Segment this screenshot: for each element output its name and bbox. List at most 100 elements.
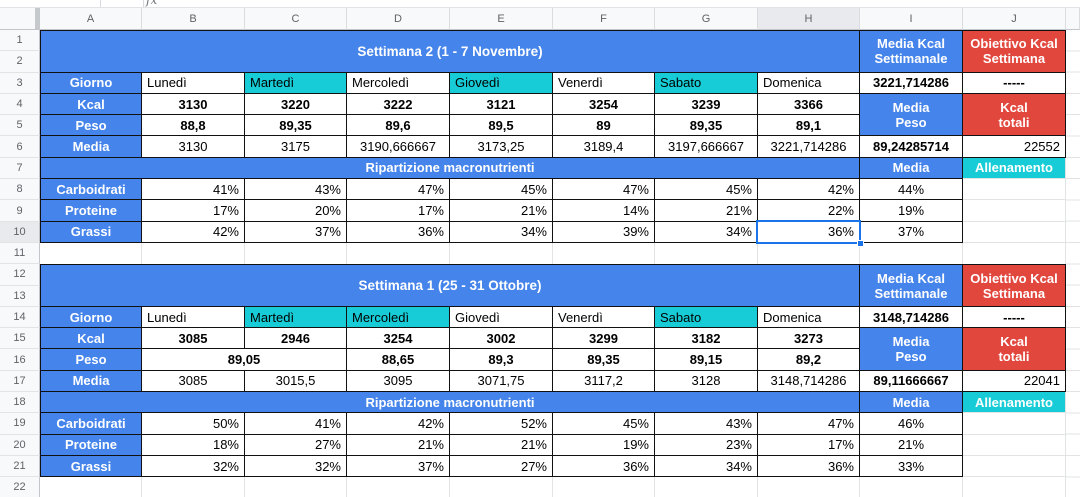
- empty-cell[interactable]: [963, 455, 1066, 478]
- day-cell[interactable]: Mercoledì: [347, 72, 450, 94]
- media-kcal-settimanale-value[interactable]: 3221,714286: [860, 72, 963, 94]
- row-header-19[interactable]: 19: [0, 413, 40, 435]
- peso-value-cell[interactable]: 88,8: [142, 115, 245, 137]
- row-header-18[interactable]: 18: [0, 392, 40, 414]
- peso-value-cell[interactable]: 89: [553, 115, 655, 137]
- peso-value-cell[interactable]: 89,5: [450, 115, 553, 137]
- macro-value-cell[interactable]: 45%: [450, 179, 553, 201]
- kcal-value-cell[interactable]: 3254: [347, 328, 450, 350]
- empty-cell[interactable]: [553, 242, 655, 265]
- macro-value-cell[interactable]: 50%: [142, 413, 245, 435]
- media-value-cell[interactable]: 3197,666667: [655, 136, 758, 158]
- macro-value-cell[interactable]: 34%: [655, 221, 758, 243]
- macro-value-cell[interactable]: 17%: [347, 200, 450, 222]
- peso-value-cell[interactable]: 88,65: [347, 349, 450, 371]
- peso-value-cell[interactable]: 89,2: [758, 349, 860, 371]
- macro-value-cell[interactable]: 34%: [450, 221, 553, 243]
- media-peso-value[interactable]: 89,24285714: [860, 136, 963, 158]
- partial-column-k[interactable]: [1066, 30, 1080, 497]
- macro-value-cell[interactable]: 23%: [655, 434, 758, 456]
- select-all-corner[interactable]: [0, 8, 40, 30]
- media-value-cell[interactable]: 3173,25: [450, 136, 553, 158]
- row-header-2[interactable]: 2: [0, 51, 40, 73]
- day-cell-training[interactable]: Martedì: [245, 72, 347, 94]
- macro-value-cell[interactable]: 19%: [553, 434, 655, 456]
- media-value-cell[interactable]: 3175: [245, 136, 347, 158]
- kcal-value-cell[interactable]: 2946: [245, 328, 347, 350]
- kcal-label-cell[interactable]: Kcal: [40, 328, 142, 350]
- kcal-value-cell[interactable]: 3299: [553, 328, 655, 350]
- macro-media-cell[interactable]: 46%: [860, 413, 963, 435]
- peso-value-cell[interactable]: 89,35: [245, 115, 347, 137]
- macro-value-cell[interactable]: 42%: [758, 179, 860, 201]
- kcal-value-cell[interactable]: 3220: [245, 93, 347, 116]
- empty-cell[interactable]: [553, 477, 655, 497]
- obiettivo-kcal-header[interactable]: Obiettivo Kcal Settimana: [963, 264, 1066, 307]
- kcal-totali-value[interactable]: 22041: [963, 370, 1066, 393]
- empty-cell[interactable]: [860, 242, 963, 265]
- row-header-17[interactable]: 17: [0, 370, 40, 393]
- column-header-h-selected[interactable]: H: [758, 8, 860, 30]
- kcal-value-cell[interactable]: 3002: [450, 328, 553, 350]
- macro-value-cell[interactable]: 21%: [347, 434, 450, 456]
- row-header-4[interactable]: 4: [0, 93, 40, 116]
- row-header-10-selected[interactable]: 10: [0, 221, 40, 243]
- media-peso-value[interactable]: 89,11666667: [860, 370, 963, 393]
- macro-value-cell[interactable]: 47%: [553, 179, 655, 201]
- row-header-20[interactable]: 20: [0, 434, 40, 456]
- macro-value-cell[interactable]: 45%: [553, 413, 655, 435]
- kcal-totali-value[interactable]: 22552: [963, 136, 1066, 158]
- macro-value-cell[interactable]: 36%: [553, 455, 655, 478]
- macro-value-cell[interactable]: 43%: [655, 413, 758, 435]
- peso-value-cell[interactable]: 89,6: [347, 115, 450, 137]
- allenamento-header[interactable]: Allenamento: [963, 157, 1066, 180]
- column-header-b[interactable]: B: [142, 8, 245, 30]
- empty-cell[interactable]: [758, 242, 860, 265]
- macro-value-cell[interactable]: 37%: [347, 455, 450, 478]
- macro-media-cell[interactable]: 19%: [860, 200, 963, 222]
- row-header-8[interactable]: 8: [0, 179, 40, 201]
- macro-value-cell[interactable]: 37%: [245, 221, 347, 243]
- day-cell[interactable]: Domenica: [758, 72, 860, 94]
- macro-value-cell[interactable]: 41%: [142, 179, 245, 201]
- column-header-d[interactable]: D: [347, 8, 450, 30]
- macro-value-cell[interactable]: 36%: [347, 221, 450, 243]
- empty-cell[interactable]: [450, 242, 553, 265]
- obiettivo-value[interactable]: -----: [963, 72, 1066, 94]
- macro-value-cell[interactable]: 32%: [245, 455, 347, 478]
- column-header-i[interactable]: I: [860, 8, 963, 30]
- media-kcal-settimanale-header[interactable]: Media Kcal Settimanale: [860, 30, 963, 73]
- media-value-cell[interactable]: 3095: [347, 370, 450, 393]
- empty-cell[interactable]: [860, 477, 963, 497]
- row-header-21[interactable]: 21: [0, 455, 40, 478]
- table2-title[interactable]: Settimana 1 (25 - 31 Ottobre): [40, 264, 860, 307]
- media-value-cell[interactable]: 3148,714286: [758, 370, 860, 393]
- macro-value-cell[interactable]: 27%: [245, 434, 347, 456]
- macro-label-cell[interactable]: Grassi: [40, 221, 142, 243]
- media-label-cell[interactable]: Media: [40, 136, 142, 158]
- column-header-k-partial[interactable]: [1066, 8, 1080, 30]
- row-header-15[interactable]: 15: [0, 328, 40, 350]
- day-cell[interactable]: Venerdì: [553, 72, 655, 94]
- row-header-1[interactable]: 1: [0, 30, 40, 52]
- media-value-cell[interactable]: 3190,666667: [347, 136, 450, 158]
- row-header-13[interactable]: 13: [0, 285, 40, 307]
- column-header-a[interactable]: A: [40, 8, 142, 30]
- peso-value-cell[interactable]: 89,15: [655, 349, 758, 371]
- media-value-cell[interactable]: 3015,5: [245, 370, 347, 393]
- media-value-cell[interactable]: 3117,2: [553, 370, 655, 393]
- kcal-value-cell[interactable]: 3366: [758, 93, 860, 116]
- empty-cell[interactable]: [963, 179, 1066, 201]
- macro-value-cell[interactable]: 32%: [142, 455, 245, 478]
- media-value-cell[interactable]: 3128: [655, 370, 758, 393]
- empty-cell[interactable]: [142, 242, 245, 265]
- row-header-7[interactable]: 7: [0, 157, 40, 180]
- peso-label-cell[interactable]: Peso: [40, 349, 142, 371]
- macro-media-cell[interactable]: 33%: [860, 455, 963, 478]
- empty-cell[interactable]: [963, 434, 1066, 456]
- empty-cell[interactable]: [450, 477, 553, 497]
- row-header-9[interactable]: 9: [0, 200, 40, 222]
- day-cell[interactable]: Lunedì: [142, 72, 245, 94]
- kcal-value-cell[interactable]: 3085: [142, 328, 245, 350]
- macro-label-cell[interactable]: Carboidrati: [40, 179, 142, 201]
